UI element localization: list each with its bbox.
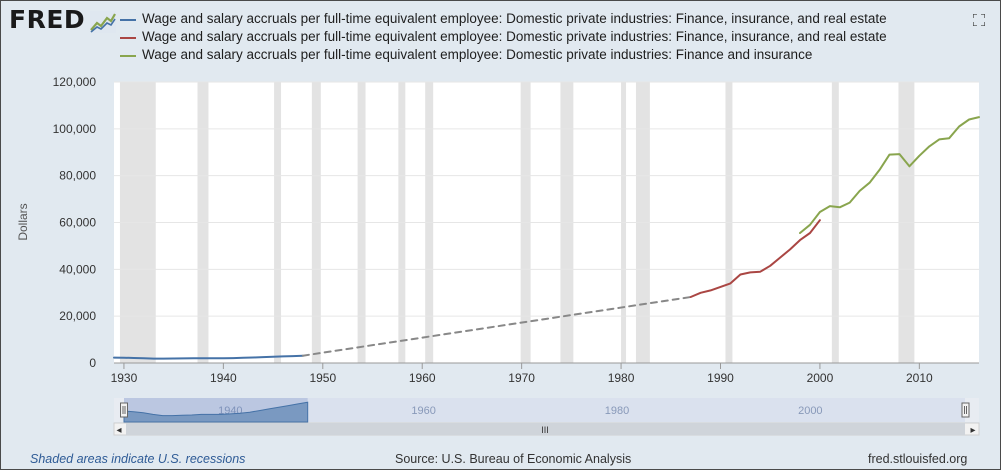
x-tick-label: 1990 [707,371,734,385]
fred-logo[interactable]: FRED [9,5,119,38]
gap-connector-line[interactable] [301,296,692,357]
x-tick-label: 1970 [508,371,535,385]
fred-logo-text: FRED [9,5,86,34]
scrollbar-right-arrow[interactable]: ▸ [970,425,975,436]
navigator-unselected-range [307,398,966,422]
legend-swatch [120,37,136,39]
scrollbar-thumb[interactable] [126,423,965,435]
navigator-tick-label: 2000 [798,405,822,417]
navigator-tick-label: 1960 [411,405,435,417]
scrollbar-grip: III [541,425,549,435]
main-chart: 0 20,000 40,000 60,000 80,000 100,000 120,000 1… [16,75,980,385]
legend-label: Wage and salary accruals per full-time e… [142,29,887,44]
site-link[interactable]: fred.stlouisfed.org [868,452,968,466]
series-line[interactable] [113,354,304,360]
grid-lines [114,81,979,317]
legend-swatch [120,55,136,57]
y-tick-label: 80,000 [59,169,96,183]
scrollbar-left-arrow[interactable]: ◂ [116,425,121,436]
legend-label: Wage and salary accruals per full-time e… [142,47,813,62]
axes: 0 20,000 40,000 60,000 80,000 100,000 120,000 1… [53,75,979,385]
legend-label: Wage and salary accruals per full-time e… [142,11,887,26]
line-chart-icon [90,11,116,33]
legend-swatch [120,19,136,21]
recession-note: Shaded areas indicate U.S. recessions [30,452,246,466]
x-tick-label: 1960 [409,371,436,385]
series-line[interactable] [689,219,821,298]
navigator-left-handle[interactable] [120,402,128,418]
navigator-right-handle[interactable] [961,402,970,418]
y-tick-label: 100,000 [53,122,97,136]
y-tick-label: 60,000 [59,216,96,230]
x-tick-label: 2000 [807,371,834,385]
navigator-series-area [123,401,309,423]
x-tick-label: 2010 [906,371,933,385]
series-line[interactable] [799,116,980,234]
x-tick-label: 1980 [608,371,635,385]
series-lines [113,116,980,360]
y-axis-title: Dollars [16,203,30,240]
x-tick-label: 1950 [309,371,336,385]
y-tick-label: 20,000 [59,309,96,323]
range-navigator: 1940196019802000 III ◂ ▸ [113,398,980,436]
y-tick-label: 0 [89,356,96,370]
x-tick-label: 1930 [111,371,138,385]
source-note: Source: U.S. Bureau of Economic Analysis [395,452,632,466]
navigator-tick-label: 1980 [605,405,629,417]
y-tick-label: 120,000 [53,75,97,89]
y-tick-label: 40,000 [59,262,96,276]
x-tick-label: 1940 [210,371,237,385]
